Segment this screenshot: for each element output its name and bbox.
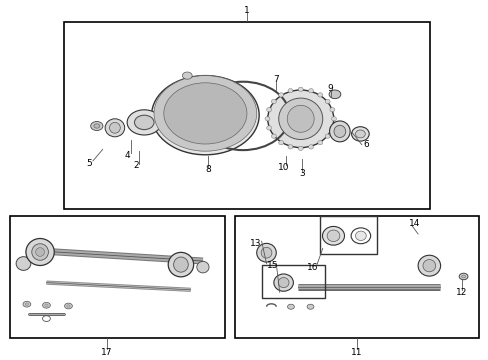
Text: 7: 7 [273,76,279,85]
Ellipse shape [278,278,288,288]
Ellipse shape [196,261,209,273]
Ellipse shape [256,243,276,262]
Ellipse shape [64,303,72,309]
Ellipse shape [298,146,303,150]
Ellipse shape [325,99,329,104]
Ellipse shape [127,110,161,135]
Ellipse shape [176,90,244,140]
Circle shape [287,304,294,309]
Bar [63,22,429,209]
Ellipse shape [261,247,271,258]
Ellipse shape [109,122,120,133]
Ellipse shape [151,76,259,155]
Text: 4: 4 [124,151,130,160]
Text: 13: 13 [249,239,261,248]
Text: 16: 16 [306,263,318,272]
Circle shape [306,304,313,309]
Ellipse shape [329,126,334,130]
Ellipse shape [422,260,435,272]
Ellipse shape [287,89,292,93]
Bar [234,216,478,338]
Ellipse shape [273,274,293,291]
Ellipse shape [91,122,102,131]
Ellipse shape [264,117,269,121]
Text: 8: 8 [204,165,210,174]
Ellipse shape [45,304,48,307]
Ellipse shape [267,90,333,148]
Text: 14: 14 [408,219,420,228]
Ellipse shape [42,302,50,308]
Ellipse shape [278,93,283,97]
Ellipse shape [36,248,44,256]
Ellipse shape [417,255,440,276]
Circle shape [154,76,256,151]
Ellipse shape [458,273,467,280]
Ellipse shape [25,303,28,305]
Ellipse shape [278,98,322,139]
Text: 3: 3 [299,169,305,178]
Ellipse shape [355,130,365,138]
Ellipse shape [287,105,313,132]
Ellipse shape [331,117,336,121]
Text: 2: 2 [133,161,139,171]
Ellipse shape [16,257,31,270]
Text: 15: 15 [266,261,278,270]
Ellipse shape [94,124,100,128]
Ellipse shape [329,121,349,142]
Ellipse shape [287,145,292,149]
Text: 6: 6 [362,140,368,149]
Ellipse shape [308,89,313,93]
Text: 12: 12 [455,288,467,297]
Ellipse shape [298,87,303,91]
Text: 9: 9 [327,85,333,94]
Ellipse shape [355,231,366,240]
Ellipse shape [333,125,345,138]
Ellipse shape [271,134,276,138]
Ellipse shape [278,140,283,145]
Bar [320,216,376,254]
Text: 17: 17 [101,348,112,356]
Bar [261,265,325,298]
Ellipse shape [266,108,271,112]
Ellipse shape [351,127,368,141]
Ellipse shape [328,90,340,99]
Ellipse shape [461,275,465,278]
Ellipse shape [66,305,70,307]
Circle shape [163,83,246,144]
Ellipse shape [26,239,54,266]
Bar [10,216,224,338]
Ellipse shape [266,126,271,130]
Text: 1: 1 [244,6,249,15]
Ellipse shape [271,99,276,104]
Ellipse shape [23,301,31,307]
Ellipse shape [322,226,344,245]
Ellipse shape [325,134,329,138]
Ellipse shape [173,257,188,272]
Text: 5: 5 [86,158,92,168]
Ellipse shape [105,119,124,137]
Ellipse shape [326,230,339,242]
Ellipse shape [308,145,313,149]
Ellipse shape [329,108,334,112]
Text: 11: 11 [350,348,362,356]
Ellipse shape [134,115,154,130]
Ellipse shape [168,252,193,277]
Circle shape [182,72,192,79]
Ellipse shape [32,244,48,260]
Text: 10: 10 [277,163,289,172]
Ellipse shape [317,93,322,97]
Ellipse shape [317,140,322,145]
